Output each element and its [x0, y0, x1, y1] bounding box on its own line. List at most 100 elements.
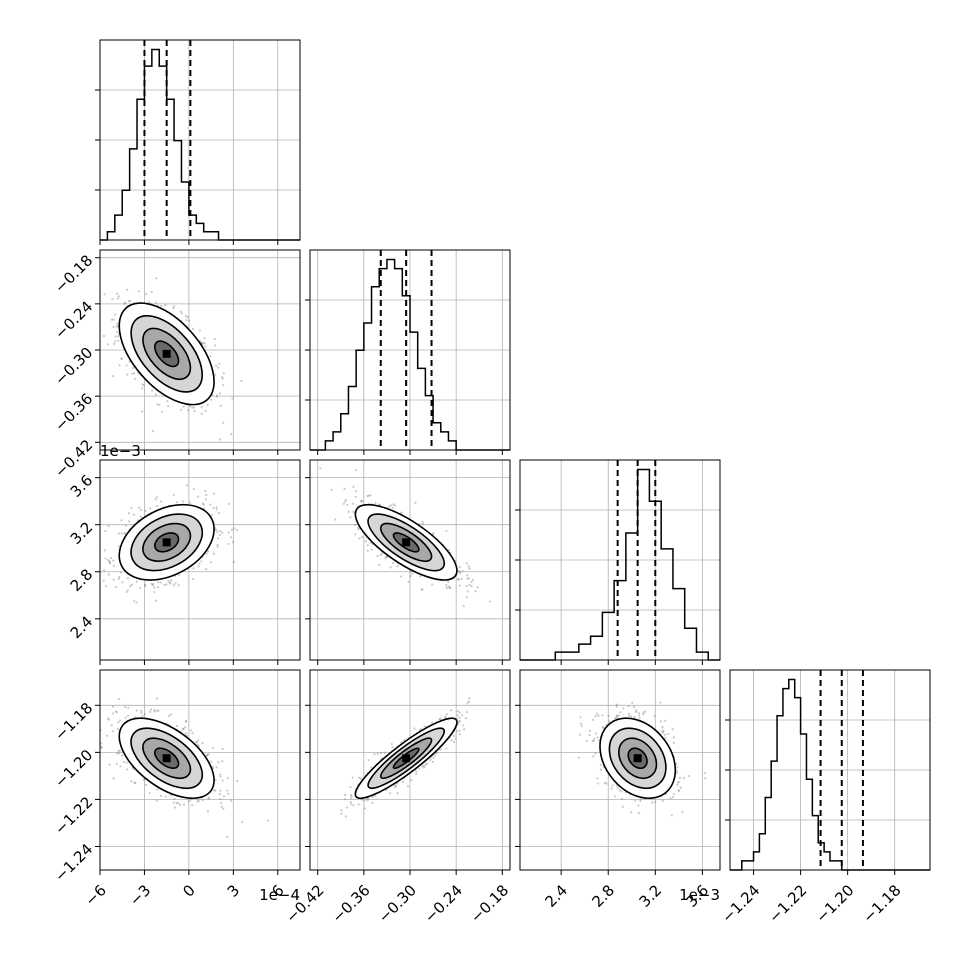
sample-point	[474, 590, 477, 593]
sample-point	[135, 709, 138, 712]
xtick-label: −6	[82, 881, 110, 909]
sample-point	[627, 712, 630, 715]
sample-point	[344, 500, 347, 503]
sample-point	[161, 410, 164, 413]
sample-point	[222, 421, 225, 424]
xtick-label: −0.24	[421, 881, 466, 926]
sample-point	[156, 403, 159, 406]
sample-point	[637, 714, 641, 717]
sample-point	[231, 397, 234, 400]
sample-point	[116, 292, 119, 295]
sample-point	[363, 807, 367, 810]
density-peak	[402, 754, 411, 763]
sample-point	[447, 548, 451, 552]
sample-point	[601, 725, 604, 729]
sample-point	[207, 796, 211, 799]
sample-point	[104, 530, 107, 533]
xtick-label: −1.18	[859, 881, 904, 926]
sample-point	[366, 797, 370, 800]
sample-point	[578, 733, 581, 736]
sample-point	[456, 714, 459, 717]
sample-point	[120, 357, 123, 361]
sample-point	[461, 714, 464, 717]
sample-point	[154, 599, 157, 602]
sample-point	[385, 556, 388, 559]
sample-point	[226, 835, 229, 838]
sample-point	[367, 758, 370, 762]
sample-point	[591, 739, 594, 743]
sample-point	[350, 803, 353, 806]
sample-point	[151, 389, 154, 392]
sample-point	[212, 506, 215, 510]
sample-point	[177, 801, 180, 805]
sample-point	[421, 765, 424, 768]
sample-point	[165, 583, 168, 586]
sample-point	[201, 742, 204, 745]
sample-point	[219, 798, 222, 801]
sample-point	[97, 307, 99, 309]
sample-point	[103, 549, 106, 552]
sample-point	[221, 779, 224, 782]
sample-point	[664, 736, 667, 739]
sample-point	[366, 495, 369, 498]
ytick-label: −0.18	[51, 251, 96, 296]
sample-point	[610, 787, 613, 790]
hist-step	[100, 48, 300, 241]
sample-point	[180, 312, 183, 315]
sample-point	[117, 698, 121, 701]
sample-point	[425, 763, 428, 766]
sample-point	[457, 570, 460, 573]
sample-point	[350, 793, 353, 797]
sample-point	[125, 590, 128, 594]
sample-point	[630, 715, 633, 718]
sample-point	[142, 384, 145, 387]
sample-point	[131, 372, 134, 375]
sample-point	[173, 305, 176, 308]
sample-point	[182, 500, 185, 503]
sample-point	[139, 586, 142, 590]
sample-point	[197, 565, 200, 568]
sample-point	[151, 429, 155, 433]
sample-point	[155, 505, 159, 508]
sample-point	[458, 729, 461, 732]
sample-point	[235, 528, 239, 532]
sample-point	[378, 503, 381, 506]
sample-point	[213, 789, 216, 792]
sample-point	[204, 490, 207, 493]
sample-point	[117, 721, 120, 724]
sample-point	[125, 768, 129, 771]
sample-point	[468, 697, 471, 700]
sample-point	[621, 805, 624, 808]
sample-point	[167, 404, 170, 408]
sample-point	[164, 304, 167, 307]
sample-point	[351, 502, 354, 505]
sample-point	[169, 713, 173, 716]
sample-point	[205, 493, 208, 497]
sample-point	[615, 714, 618, 717]
sample-point	[445, 529, 448, 532]
sample-point	[217, 761, 220, 764]
sample-point	[465, 717, 468, 720]
sample-point	[457, 578, 460, 581]
sample-point	[210, 514, 214, 517]
sample-point	[392, 561, 395, 565]
scatter-content	[310, 670, 510, 870]
sample-point	[100, 746, 103, 749]
scatter-panel-0-2	[95, 459, 301, 665]
sample-point	[122, 302, 126, 305]
sample-point	[420, 588, 423, 592]
sample-point	[391, 746, 394, 749]
sample-point	[409, 570, 412, 573]
sample-point	[148, 792, 151, 795]
sample-point	[369, 494, 372, 497]
sample-point	[635, 709, 638, 712]
sample-point	[431, 760, 434, 763]
sample-point	[454, 737, 457, 740]
sample-point	[222, 372, 225, 375]
sample-point	[219, 773, 222, 776]
sample-point	[124, 524, 128, 527]
hist-panel-1	[305, 249, 511, 455]
sample-point	[148, 710, 152, 713]
sample-point	[452, 740, 456, 744]
ytick-label: −1.22	[51, 793, 96, 838]
